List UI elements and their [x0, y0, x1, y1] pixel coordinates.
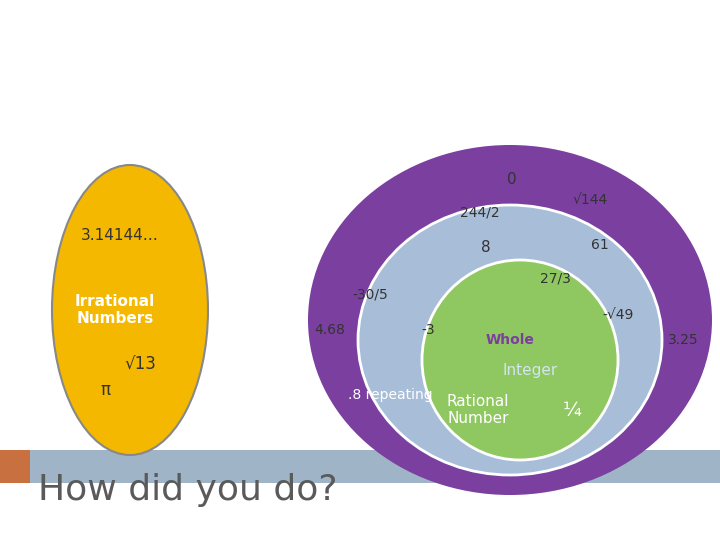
- Text: How did you do?: How did you do?: [38, 473, 338, 507]
- Text: 8: 8: [481, 240, 491, 255]
- Text: 0: 0: [507, 172, 517, 187]
- Text: Whole: Whole: [485, 333, 534, 347]
- Text: √144: √144: [572, 193, 608, 207]
- Text: 3.25: 3.25: [667, 333, 698, 347]
- Text: Integer: Integer: [503, 362, 557, 377]
- Ellipse shape: [422, 260, 618, 460]
- Text: ¼: ¼: [562, 401, 582, 420]
- Text: Irrational
Numbers: Irrational Numbers: [75, 294, 155, 326]
- Bar: [0, 450, 720, 483]
- Text: -30/5: -30/5: [352, 288, 388, 302]
- Text: √13: √13: [124, 356, 156, 374]
- Text: Rational
Number: Rational Number: [446, 394, 509, 426]
- Text: 4.68: 4.68: [315, 323, 346, 337]
- Ellipse shape: [52, 165, 208, 455]
- Text: 3.14144…: 3.14144…: [81, 227, 159, 242]
- Text: 27/3: 27/3: [539, 271, 570, 285]
- Text: 244/2: 244/2: [460, 206, 500, 220]
- Ellipse shape: [358, 205, 662, 475]
- Text: -√49: -√49: [603, 308, 634, 322]
- Text: 61: 61: [591, 238, 609, 252]
- Bar: [0, 450, 30, 483]
- Text: -3: -3: [421, 323, 435, 337]
- Ellipse shape: [308, 145, 712, 495]
- Text: π: π: [100, 381, 110, 399]
- Text: .8 repeating: .8 repeating: [348, 388, 432, 402]
